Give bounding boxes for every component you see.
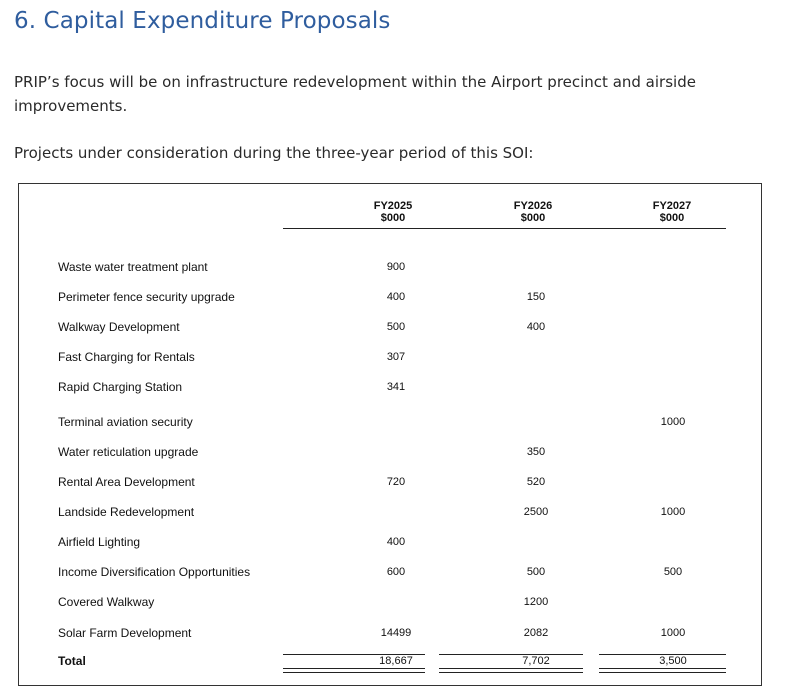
cell-fy2027: 1000 — [660, 627, 686, 639]
cell-fy2026: 520 — [526, 476, 546, 488]
total-double-rule — [283, 668, 425, 673]
total-fy2026: 7,702 — [522, 655, 550, 667]
column-year: FY2027 — [652, 200, 692, 212]
cell-fy2025: 400 — [386, 536, 406, 548]
row-label: Airfield Lighting — [58, 535, 141, 549]
cell-fy2027: 1000 — [660, 416, 686, 428]
row-label: Solar Farm Development — [58, 626, 192, 640]
row-label: Landside Redevelopment — [58, 505, 195, 519]
row-label: Terminal aviation security — [58, 415, 193, 429]
row-label: Rapid Charging Station — [58, 380, 183, 394]
cell-fy2027: 1000 — [660, 506, 686, 518]
total-rule-top — [283, 654, 425, 655]
column-year: FY2026 — [513, 200, 553, 212]
section-heading: 6. Capital Expenditure Proposals — [14, 8, 391, 34]
row-label: Rental Area Development — [58, 475, 195, 489]
column-header-fy2025: FY2025 $000 — [353, 200, 433, 224]
total-label: Total — [58, 654, 86, 668]
column-header-fy2027: FY2027 $000 — [632, 200, 712, 224]
cell-fy2025: 900 — [386, 261, 406, 273]
total-double-rule — [599, 668, 726, 673]
cell-fy2026: 150 — [526, 291, 546, 303]
cell-fy2026: 350 — [526, 446, 546, 458]
cell-fy2026: 2500 — [523, 506, 549, 518]
row-label: Waste water treatment plant — [58, 260, 208, 274]
total-fy2025: 18,667 — [379, 655, 413, 667]
cell-fy2025: 341 — [386, 381, 406, 393]
total-double-rule — [439, 668, 583, 673]
column-header-fy2026: FY2026 $000 — [493, 200, 573, 224]
total-rule-top — [599, 654, 726, 655]
cell-fy2026: 500 — [526, 566, 546, 578]
total-fy2027: 3,500 — [659, 655, 687, 667]
row-label: Covered Walkway — [58, 595, 155, 609]
total-rule-top — [439, 654, 583, 655]
row-label: Perimeter fence security upgrade — [58, 290, 235, 304]
cell-fy2026: 1200 — [523, 596, 549, 608]
column-year: FY2025 — [373, 200, 413, 212]
cell-fy2025: 720 — [386, 476, 406, 488]
focus-paragraph: PRIP’s focus will be on infrastructure r… — [14, 73, 696, 115]
row-label: Income Diversification Opportunities — [58, 565, 251, 579]
row-label: Walkway Development — [58, 320, 180, 334]
cell-fy2026: 400 — [526, 321, 546, 333]
cell-fy2025: 600 — [386, 566, 406, 578]
cell-fy2027: 500 — [663, 566, 683, 578]
cell-fy2026: 2082 — [523, 627, 549, 639]
projects-intro-paragraph: Projects under consideration during the … — [14, 144, 534, 162]
header-rule — [283, 228, 726, 229]
row-label: Fast Charging for Rentals — [58, 350, 195, 364]
column-unit: $000 — [380, 212, 406, 224]
cell-fy2025: 307 — [386, 351, 406, 363]
row-label: Water reticulation upgrade — [58, 445, 199, 459]
column-unit: $000 — [520, 212, 546, 224]
capex-table: FY2025 $000 FY2026 $000 FY2027 $000 Tota… — [18, 183, 762, 686]
cell-fy2025: 400 — [386, 291, 406, 303]
cell-fy2025: 14499 — [380, 627, 412, 639]
cell-fy2025: 500 — [386, 321, 406, 333]
column-unit: $000 — [659, 212, 685, 224]
